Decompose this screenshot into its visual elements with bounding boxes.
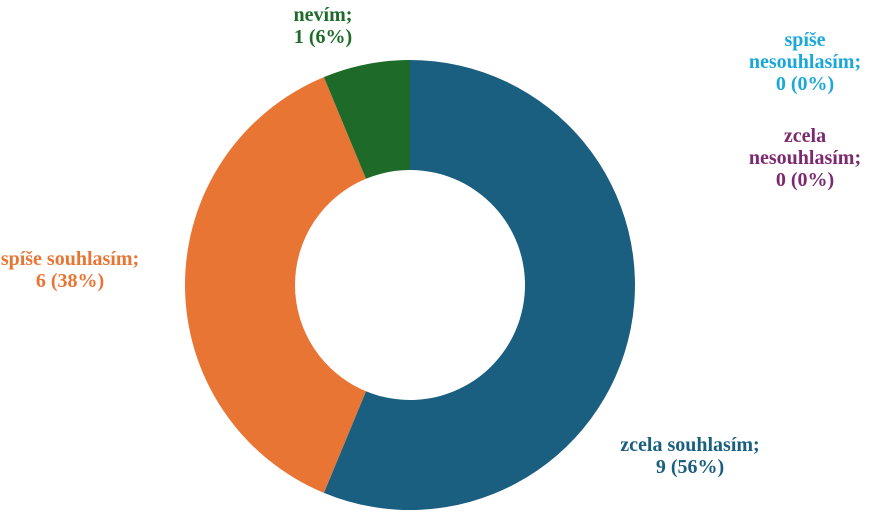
value-label: 6 (38%) [35,270,105,292]
slice [185,77,366,493]
slice-label: spíše nesouhlasím; 0 (0%) [735,29,875,95]
slice [323,60,410,179]
slice-label: zcela nesouhlasím; 0 (0%) [735,125,875,191]
value-label: 0 (0%) [775,73,835,95]
slice [323,60,635,510]
category-label: zcela nesouhlasím; [748,125,862,169]
value-label: 0 (0%) [775,169,835,191]
category-label: spíše nesouhlasím; [748,29,862,73]
category-label: nevím; [293,4,353,26]
slice-label: spíše souhlasím; 6 (38%) [0,248,140,292]
slice-label: zcela souhlasím; 9 (56%) [620,434,760,478]
category-label: spíše souhlasím; [0,248,140,270]
value-label: 1 (6%) [293,26,353,48]
slice-label: nevím; 1 (6%) [263,4,383,48]
category-label: zcela souhlasím; [620,434,760,456]
value-label: 9 (56%) [655,456,725,478]
